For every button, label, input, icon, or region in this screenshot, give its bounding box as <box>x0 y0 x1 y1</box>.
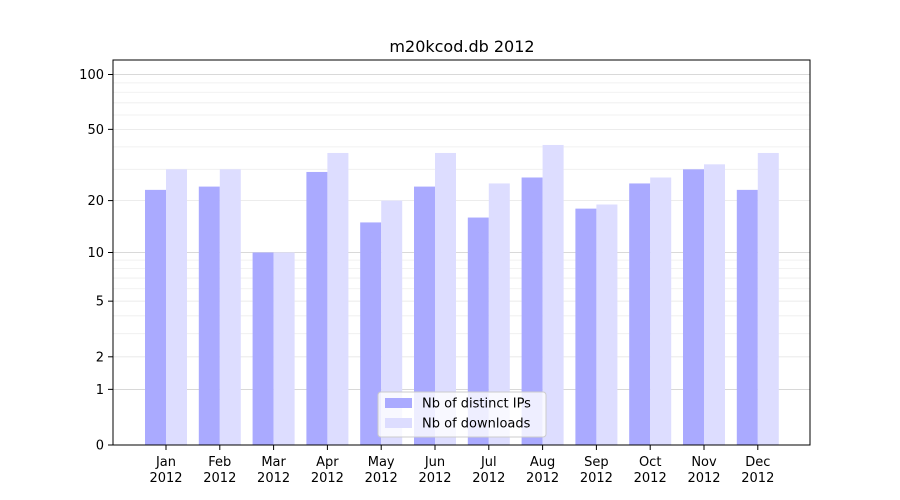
x-tick-label-month: May <box>368 455 395 470</box>
x-tick-label-month: Apr <box>316 455 339 470</box>
x-tick-label-month: Jun <box>424 455 445 470</box>
x-tick-label-month: Jul <box>480 455 497 470</box>
x-tick-label-month: Jan <box>155 455 176 470</box>
bar-distinct-ips-jun <box>414 186 435 445</box>
y-tick-label: 1 <box>96 383 104 398</box>
y-tick-label: 5 <box>96 295 104 310</box>
bar-distinct-ips-apr <box>306 171 328 445</box>
bar-distinct-ips-sep <box>575 208 597 445</box>
x-tick-label-year: 2012 <box>741 471 774 486</box>
x-tick-label-year: 2012 <box>580 471 613 486</box>
bar-downloads-jun <box>435 152 456 445</box>
x-tick-label-year: 2012 <box>634 471 667 486</box>
bar-downloads-aug <box>542 144 564 445</box>
legend-label: Nb of distinct IPs <box>422 397 531 412</box>
y-tick-label: 0 <box>96 439 104 454</box>
x-tick-label-month: Mar <box>261 455 286 470</box>
y-tick-label: 20 <box>87 194 104 209</box>
legend-label: Nb of downloads <box>422 417 531 432</box>
x-tick-label-year: 2012 <box>472 471 505 486</box>
bar-distinct-ips-nov <box>683 169 704 445</box>
bar-distinct-ips-mar <box>252 252 274 445</box>
y-tick-label: 100 <box>79 68 104 83</box>
bar-downloads-nov <box>704 164 725 445</box>
x-axis: Jan2012Feb2012Mar2012Apr2012May2012Jun20… <box>149 445 774 486</box>
bar-downloads-jul <box>488 183 510 445</box>
x-tick-label-month: Dec <box>745 455 770 470</box>
bar-distinct-ips-aug <box>521 177 543 445</box>
y-tick-label: 10 <box>87 246 104 261</box>
x-tick-label-year: 2012 <box>203 471 236 486</box>
bar-downloads-sep <box>596 204 618 445</box>
bar-downloads-jan <box>166 169 187 445</box>
bar-distinct-ips-feb <box>198 186 220 445</box>
chart-title: m20kcod.db 2012 <box>389 37 534 56</box>
x-tick-label-month: Nov <box>691 455 717 470</box>
x-tick-label-year: 2012 <box>311 471 344 486</box>
x-tick-label-month: Oct <box>639 455 661 470</box>
x-tick-label-month: Aug <box>530 455 555 470</box>
y-axis: 0 1 2 5 10 20 50 100 <box>79 68 113 454</box>
x-tick-label-year: 2012 <box>418 471 451 486</box>
bar-distinct-ips-jul <box>467 217 489 445</box>
x-tick-label-year: 2012 <box>365 471 398 486</box>
bar-distinct-ips-dec <box>736 189 758 445</box>
legend-swatch <box>385 418 412 428</box>
bar-downloads-dec <box>757 152 779 445</box>
bars <box>145 144 779 445</box>
x-tick-label-year: 2012 <box>687 471 720 486</box>
legend-swatch <box>385 398 412 408</box>
bar-distinct-ips-may <box>360 222 382 445</box>
bar-downloads-feb <box>219 169 241 445</box>
y-tick-label: 50 <box>87 123 104 138</box>
x-tick-label-year: 2012 <box>257 471 290 486</box>
x-tick-label-month: Sep <box>584 455 609 470</box>
bar-downloads-may <box>381 200 403 445</box>
x-tick-label-month: Feb <box>208 455 231 470</box>
x-tick-label-year: 2012 <box>149 471 182 486</box>
bar-downloads-oct <box>650 177 672 445</box>
bar-downloads-mar <box>273 252 295 445</box>
y-tick-label: 2 <box>96 350 104 365</box>
bar-downloads-apr <box>327 152 349 445</box>
x-tick-label-year: 2012 <box>526 471 559 486</box>
bar-distinct-ips-jan <box>145 189 166 445</box>
legend: Nb of distinct IPs Nb of downloads <box>377 391 547 438</box>
legend-box <box>377 391 547 438</box>
bar-distinct-ips-oct <box>629 183 651 445</box>
